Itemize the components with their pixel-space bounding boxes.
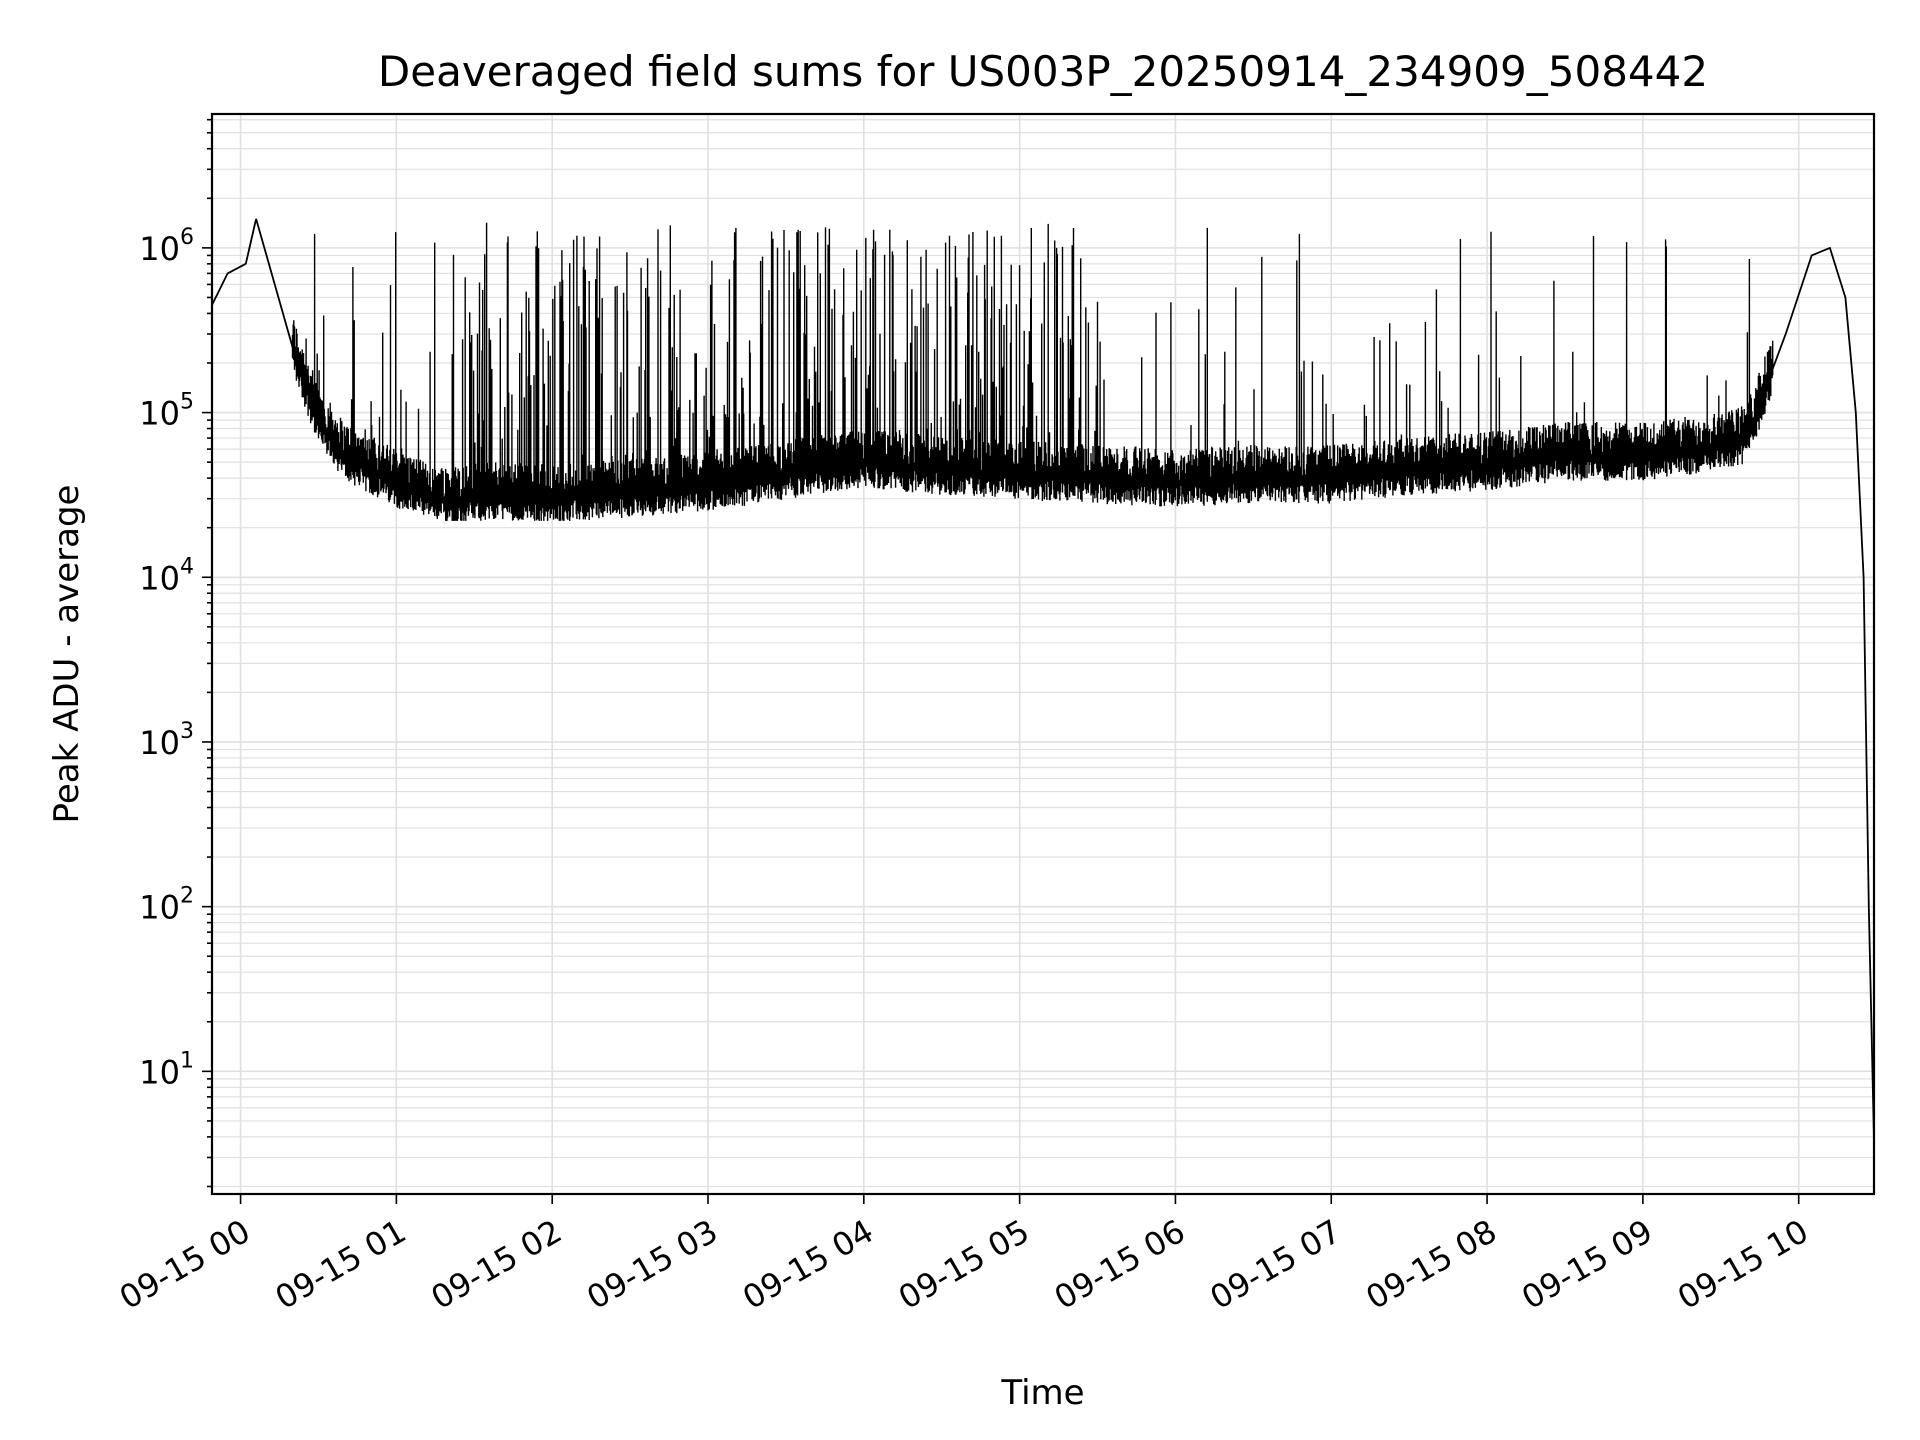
y-tick-label: 102 [139, 884, 194, 927]
x-axis: 09-15 00 09-15 01 09-15 02 09-15 03 09-15 04… [113, 1194, 1815, 1317]
plot-area-frame [210, 112, 1876, 1196]
y-axis-title: Peak ADU - average [47, 485, 87, 824]
x-tick-label: 09-15 04 [736, 1212, 880, 1317]
x-tick-label: 09-15 07 [1204, 1212, 1348, 1317]
x-tick-label: 09-15 06 [1048, 1212, 1192, 1317]
x-tick-label: 09-15 02 [425, 1212, 569, 1317]
grid-lines [212, 114, 1874, 1194]
x-tick-label: 09-15 08 [1359, 1212, 1503, 1317]
x-tick-label: 09-15 01 [269, 1212, 413, 1317]
y-tick-label: 105 [139, 390, 194, 433]
x-tick-label: 09-15 10 [1671, 1212, 1815, 1317]
y-tick-label: 106 [139, 225, 194, 268]
x-tick-label: 09-15 05 [892, 1212, 1036, 1317]
x-tick-label: 09-15 03 [580, 1212, 724, 1317]
chart-title: Deaveraged field sums for US003P_2025091… [378, 47, 1708, 96]
x-tick-label: 09-15 00 [113, 1212, 257, 1317]
y-axis: 101 102 103 104 105 106 [139, 118, 212, 1188]
x-axis-title: Time [1000, 1373, 1084, 1413]
y-tick-label: 103 [139, 719, 194, 762]
data-line [212, 218, 1874, 1141]
y-tick-label: 101 [139, 1048, 194, 1091]
y-tick-label: 104 [139, 554, 194, 597]
x-tick-label: 09-15 09 [1515, 1212, 1659, 1317]
data-line-spikes [291, 222, 1774, 521]
